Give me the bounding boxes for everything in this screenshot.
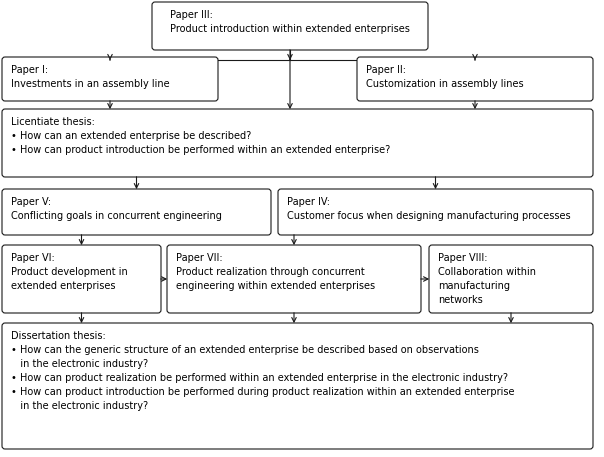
FancyBboxPatch shape bbox=[2, 57, 218, 101]
FancyBboxPatch shape bbox=[278, 189, 593, 235]
Text: Paper VI:
Product development in
extended enterprises: Paper VI: Product development in extende… bbox=[11, 253, 128, 291]
Text: Dissertation thesis:
• How can the generic structure of an extended enterprise b: Dissertation thesis: • How can the gener… bbox=[11, 331, 515, 411]
Text: Paper VIII:
Collaboration within
manufacturing
networks: Paper VIII: Collaboration within manufac… bbox=[438, 253, 536, 305]
Text: Paper II:
Customization in assembly lines: Paper II: Customization in assembly line… bbox=[366, 65, 524, 89]
Text: Paper VII:
Product realization through concurrent
engineering within extended en: Paper VII: Product realization through c… bbox=[176, 253, 375, 291]
Text: Paper IV:
Customer focus when designing manufacturing processes: Paper IV: Customer focus when designing … bbox=[287, 197, 571, 221]
FancyBboxPatch shape bbox=[152, 2, 428, 50]
FancyBboxPatch shape bbox=[429, 245, 593, 313]
Text: Licentiate thesis:
• How can an extended enterprise be described?
• How can prod: Licentiate thesis: • How can an extended… bbox=[11, 117, 390, 155]
FancyBboxPatch shape bbox=[2, 109, 593, 177]
Text: Paper I:
Investments in an assembly line: Paper I: Investments in an assembly line bbox=[11, 65, 170, 89]
FancyBboxPatch shape bbox=[2, 245, 161, 313]
FancyBboxPatch shape bbox=[357, 57, 593, 101]
FancyBboxPatch shape bbox=[2, 323, 593, 449]
FancyBboxPatch shape bbox=[2, 189, 271, 235]
Text: Paper III:
Product introduction within extended enterprises: Paper III: Product introduction within e… bbox=[170, 10, 410, 34]
Text: Paper V:
Conflicting goals in concurrent engineering: Paper V: Conflicting goals in concurrent… bbox=[11, 197, 222, 221]
FancyBboxPatch shape bbox=[167, 245, 421, 313]
